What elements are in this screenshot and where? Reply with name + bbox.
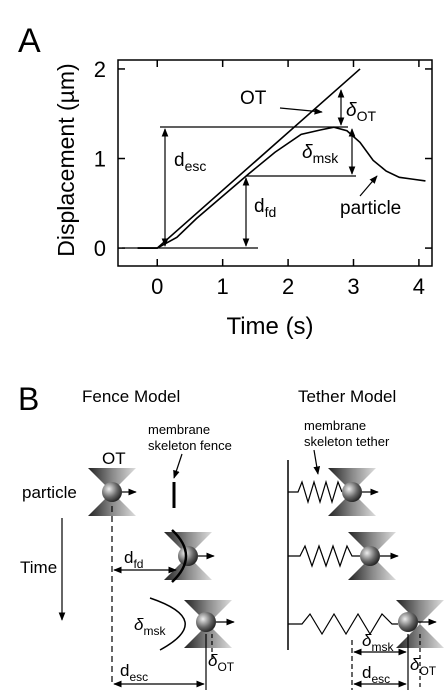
series-line — [137, 126, 426, 249]
annotation: desc — [362, 663, 390, 686]
model-title: Fence Model — [82, 387, 180, 406]
annotation-sub: msk — [371, 640, 394, 654]
y-axis-label: Displacement (µm) — [53, 63, 79, 256]
annotation: δOT — [346, 100, 376, 124]
annotation-text: δ — [134, 615, 144, 634]
annotation-text: δ — [208, 651, 218, 670]
arrow — [279, 107, 323, 115]
y-tick-label: 2 — [94, 57, 106, 82]
annotation-text: d — [124, 548, 133, 567]
y-tick-label: 1 — [94, 147, 106, 172]
x-tick-label: 1 — [217, 274, 229, 299]
label: particle — [22, 483, 77, 502]
chart-annotations: desc dfd δOT δmsk OT particle — [122, 88, 401, 249]
annotation-text: δ — [302, 142, 313, 163]
annotation-sub: msk — [143, 624, 166, 638]
annotation-text: δ — [362, 631, 372, 650]
spring — [288, 479, 343, 505]
annotation-text: d — [120, 661, 129, 680]
annotation-sub: esc — [129, 670, 148, 684]
label: Time — [20, 558, 57, 577]
y-tick-label: 0 — [94, 236, 106, 261]
model-title: Tether Model — [298, 387, 396, 406]
annotation-sub: OT — [357, 108, 377, 124]
arrow — [173, 453, 183, 479]
annotation-text: d — [254, 196, 265, 217]
annotation: dfd — [254, 196, 276, 220]
panel-label: A — [18, 22, 41, 60]
annotation-text: d — [362, 663, 371, 682]
series-label: OT — [240, 88, 267, 109]
fence — [171, 529, 188, 583]
plot-area: 0 1 2 3 4 0 1 2 — [94, 57, 433, 299]
label: skeleton fence — [148, 438, 232, 453]
annotation-sub: OT — [419, 664, 436, 678]
label: membrane — [148, 422, 210, 437]
arrow — [359, 175, 378, 197]
annotation-text: d — [174, 150, 185, 171]
annotation: dfd — [124, 548, 143, 571]
series-label: particle — [340, 198, 401, 219]
x-tick-label: 4 — [413, 274, 425, 299]
annotation-sub: fd — [133, 557, 143, 571]
annotation-sub: OT — [217, 660, 234, 674]
annotation: δOT — [410, 655, 437, 678]
annotation-text: δ — [410, 655, 420, 674]
annotation: desc — [120, 661, 148, 684]
annotation: δOT — [208, 651, 235, 674]
annotation-sub: msk — [313, 150, 340, 166]
annotation: δmsk — [362, 631, 394, 654]
annotation-sub: esc — [371, 672, 390, 686]
label: skeleton tether — [304, 434, 390, 449]
label: OT — [102, 449, 126, 468]
panel-label: B — [18, 381, 39, 417]
annotation-text: δ — [346, 100, 357, 121]
annotation: δmsk — [302, 142, 339, 166]
particle — [102, 482, 122, 502]
plot-frame — [117, 59, 433, 267]
x-axis-label: Time (s) — [226, 313, 313, 340]
annotation: desc — [174, 150, 206, 174]
spring — [288, 612, 398, 636]
x-tick-label: 2 — [282, 274, 294, 299]
annotation-sub: fd — [265, 204, 277, 220]
x-tick-label: 3 — [347, 274, 359, 299]
diagram: B Fence Model Tether Model membrane skel… — [18, 381, 444, 690]
annotation: δmsk — [134, 615, 166, 638]
x-tick-label: 0 — [151, 274, 163, 299]
spring — [288, 544, 360, 568]
label: membrane — [304, 418, 366, 433]
annotation-sub: esc — [185, 158, 207, 174]
